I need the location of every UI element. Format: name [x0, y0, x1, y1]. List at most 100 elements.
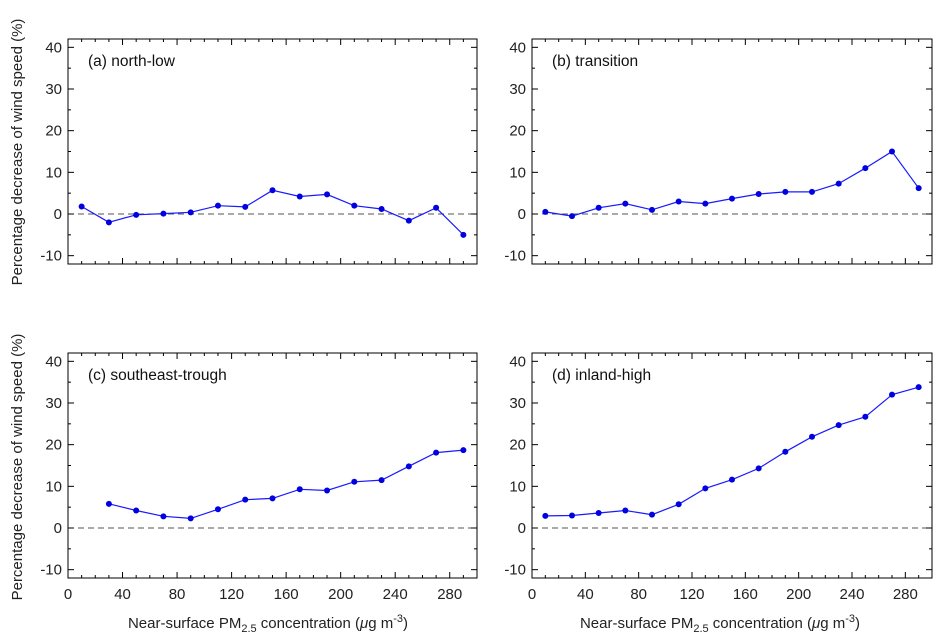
x-tick-label: 160: [274, 586, 299, 603]
x-tick-label: 280: [893, 586, 918, 603]
data-point: [460, 447, 467, 454]
data-point: [242, 496, 249, 503]
data-point: [105, 500, 112, 507]
data-point: [595, 204, 602, 211]
x-axis-title-mid: concentration (: [257, 615, 360, 632]
y-tick-label: 30: [45, 395, 62, 412]
data-point: [324, 487, 331, 494]
x-tick-label: 0: [64, 586, 72, 603]
data-point: [835, 180, 842, 187]
data-point: [622, 507, 629, 514]
x-tick-label: 160: [733, 586, 758, 603]
x-axis-title-subscript: 2.5: [241, 623, 256, 635]
x-tick-label: 200: [786, 586, 811, 603]
data-point: [214, 202, 221, 209]
data-point: [351, 202, 358, 209]
data-point: [675, 198, 682, 205]
data-point: [889, 148, 895, 155]
data-point: [160, 513, 167, 520]
x-tick-label: 280: [437, 586, 462, 603]
x-axis-title-prefix: Near-surface PM: [580, 615, 693, 632]
y-tick-label: 0: [54, 520, 62, 537]
x-axis-title-left: Near-surface PM2.5 concentration (μg m-3…: [128, 613, 408, 635]
data-point: [729, 476, 735, 483]
y-tick-label: -10: [504, 248, 526, 265]
y-tick-label: 30: [45, 81, 62, 98]
data-point: [160, 210, 167, 217]
x-tick-label: 240: [839, 586, 864, 603]
data-point: [133, 507, 140, 514]
data-point: [702, 200, 709, 207]
y-tick-label: -10: [40, 248, 62, 265]
data-point: [378, 477, 385, 484]
data-point: [269, 495, 276, 502]
x-axis-title-unit: g m: [368, 615, 393, 632]
y-tick-label: 20: [45, 123, 62, 140]
x-axis-title-prefix: Near-surface PM: [128, 615, 241, 632]
data-point: [351, 478, 358, 485]
data-point: [324, 191, 331, 198]
data-point: [405, 217, 412, 224]
data-point: [542, 208, 549, 215]
y-tick-label: 40: [509, 39, 526, 56]
x-tick-label: 120: [219, 586, 244, 603]
y-tick-label: 10: [45, 164, 62, 181]
plot-frame: [531, 352, 933, 579]
y-tick-label: 0: [518, 520, 526, 537]
y-tick-label: 40: [45, 353, 62, 370]
y-tick-label: 20: [45, 437, 62, 454]
x-axis-title-suffix: ): [403, 615, 408, 632]
data-point: [862, 413, 869, 420]
y-tick-label: 40: [45, 39, 62, 56]
data-point: [595, 510, 602, 516]
data-point: [242, 203, 249, 210]
data-point: [835, 422, 842, 429]
x-tick-label: 240: [383, 586, 408, 603]
x-tick-label: 120: [679, 586, 704, 603]
plot-frame: [67, 38, 478, 265]
x-axis-title-suffix: ): [855, 615, 860, 632]
data-point: [378, 206, 385, 212]
data-point: [569, 213, 575, 220]
data-point: [649, 511, 655, 518]
y-tick-label: 10: [45, 478, 62, 495]
plot-frame: [67, 352, 478, 579]
panel-label: (a) north-low: [88, 53, 176, 70]
data-point: [405, 463, 412, 470]
x-tick-label: 80: [169, 586, 186, 603]
plot-frame: [531, 38, 933, 265]
y-tick-label: 20: [509, 123, 526, 140]
data-point: [915, 185, 922, 192]
data-point: [782, 448, 789, 455]
x-tick-label: 80: [630, 586, 647, 603]
data-point: [296, 486, 303, 493]
y-axis-title-bottom: Percentage decrease of wind speed (%): [9, 334, 26, 601]
data-point: [755, 191, 762, 197]
data-point: [133, 211, 140, 218]
data-point: [675, 501, 682, 508]
x-axis-title-unit: g m: [820, 615, 845, 632]
data-point: [296, 193, 303, 200]
x-axis-title-superscript: -3: [845, 613, 855, 625]
x-axis-title-mu: μ: [811, 615, 820, 632]
y-tick-label: 30: [509, 395, 526, 412]
y-tick-label: -10: [504, 562, 526, 579]
y-tick-label: -10: [40, 562, 62, 579]
x-axis-title-superscript: -3: [393, 613, 403, 625]
panel-north-low: -10 0 10 20 30 40 (a) north-low: [40, 38, 478, 265]
data-point: [622, 200, 629, 207]
data-point: [460, 231, 467, 238]
y-tick-label: 20: [509, 437, 526, 454]
data-point: [214, 506, 221, 513]
panel-label: (b) transition: [552, 53, 638, 70]
data-point: [78, 203, 85, 210]
y-tick-label: 0: [54, 206, 62, 223]
data-point: [915, 384, 922, 391]
data-point: [433, 449, 440, 456]
panel-label: (d) inland-high: [552, 367, 651, 384]
data-point: [702, 485, 709, 492]
y-tick-label: 10: [509, 478, 526, 495]
data-point: [809, 433, 815, 440]
data-point: [649, 206, 655, 213]
data-point: [433, 204, 440, 211]
